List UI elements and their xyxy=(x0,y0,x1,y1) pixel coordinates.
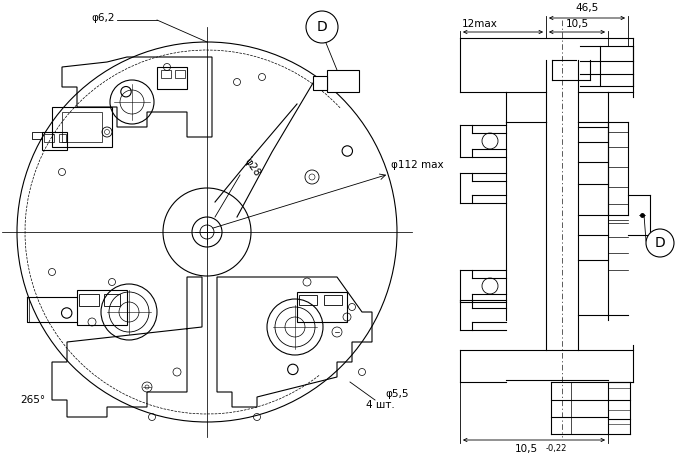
Bar xyxy=(77,290,127,325)
Bar xyxy=(62,112,102,142)
Bar xyxy=(175,70,185,78)
Bar xyxy=(59,134,66,142)
Circle shape xyxy=(646,229,674,257)
Bar xyxy=(52,107,112,147)
Text: 4 шт.: 4 шт. xyxy=(366,400,395,410)
Text: 12max: 12max xyxy=(462,19,498,29)
Text: 265°: 265° xyxy=(21,395,46,405)
Bar xyxy=(297,292,347,322)
Text: D: D xyxy=(317,20,328,34)
Bar xyxy=(324,295,342,305)
Text: 10,5: 10,5 xyxy=(566,19,588,29)
Text: φ28: φ28 xyxy=(242,156,262,178)
Circle shape xyxy=(306,11,338,43)
Bar xyxy=(42,132,67,150)
Bar xyxy=(79,294,99,306)
Text: 46,5: 46,5 xyxy=(575,3,598,13)
Bar xyxy=(327,70,359,92)
Bar xyxy=(104,294,120,306)
Text: φ5,5: φ5,5 xyxy=(385,389,408,399)
Text: D: D xyxy=(655,236,666,250)
Text: 10,5: 10,5 xyxy=(514,444,538,454)
Bar xyxy=(161,70,171,78)
Text: φ6,2: φ6,2 xyxy=(92,13,115,23)
Bar xyxy=(44,134,54,142)
Text: φ112 max: φ112 max xyxy=(391,160,444,170)
Text: -0,22: -0,22 xyxy=(546,444,567,453)
Bar xyxy=(299,295,317,305)
Bar xyxy=(157,67,187,89)
Bar xyxy=(313,76,327,90)
